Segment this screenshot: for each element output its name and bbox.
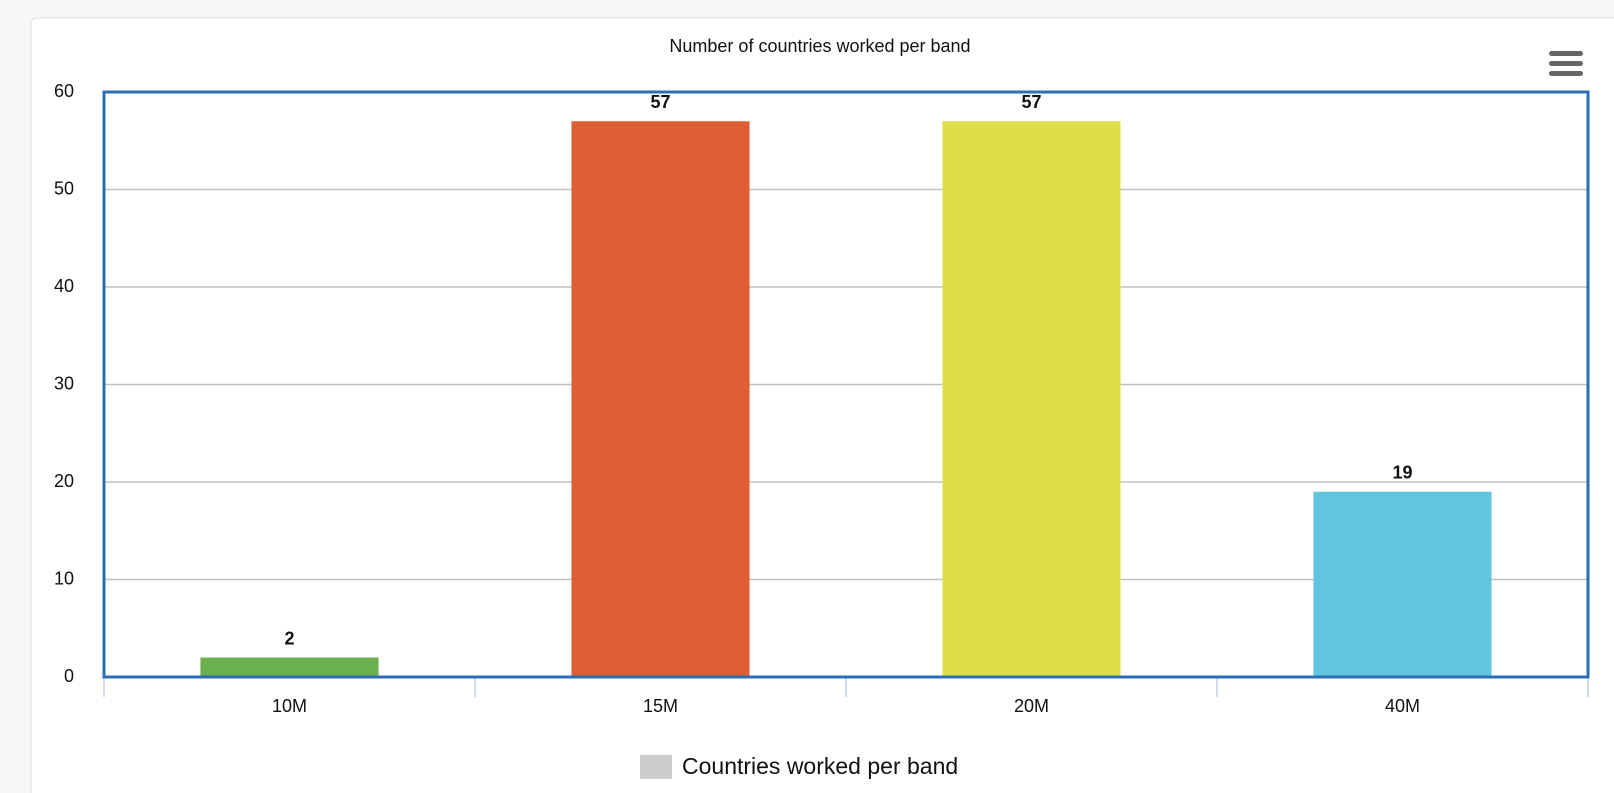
y-tick-label: 40 [54, 276, 74, 296]
data-label: 19 [1392, 463, 1412, 483]
x-tick-label: 15M [643, 696, 678, 716]
plot-border [102, 90, 1590, 679]
chart-title: Number of countries worked per band [669, 36, 970, 56]
y-tick-label: 50 [54, 178, 74, 198]
y-tick-label: 0 [64, 666, 74, 686]
menu-icon[interactable] [1549, 51, 1583, 76]
y-tick-label: 60 [54, 81, 74, 101]
x-tick-label: 20M [1014, 696, 1049, 716]
card [30, 17, 1614, 793]
x-tick-label: 40M [1385, 696, 1420, 716]
data-label: 57 [1021, 92, 1041, 112]
bar [1313, 491, 1492, 677]
x-tick-label: 10M [272, 696, 307, 716]
y-tick-label: 20 [54, 471, 74, 491]
legend-label: Countries worked per band [682, 753, 958, 779]
data-label: 57 [650, 92, 670, 112]
y-tick-label: 10 [54, 568, 74, 588]
bar [571, 121, 750, 677]
menu-line [1549, 61, 1583, 66]
bar [942, 121, 1121, 677]
bar [200, 657, 379, 677]
y-tick-label: 30 [54, 373, 74, 393]
menu-line [1549, 51, 1583, 56]
menu-line [1549, 71, 1583, 76]
data-label: 2 [284, 628, 294, 648]
legend-swatch [640, 755, 672, 779]
